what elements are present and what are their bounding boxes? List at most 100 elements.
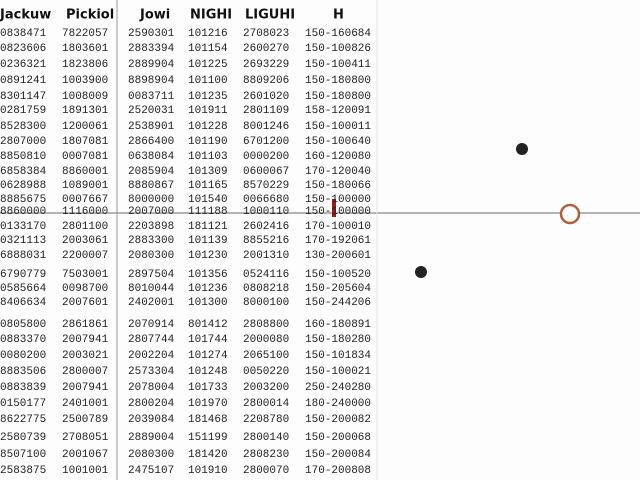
dot[interactable] xyxy=(516,143,528,155)
ring-handle[interactable] xyxy=(559,203,581,225)
cell: 2807000 xyxy=(0,136,46,148)
cell: 170-120040 xyxy=(305,166,371,178)
cell: 2475107 xyxy=(128,465,174,477)
cell: 1807081 xyxy=(62,136,109,148)
column-header: Jowi xyxy=(139,8,170,23)
cell: 2801109 xyxy=(243,105,289,117)
cell: 101911 xyxy=(188,105,228,117)
cell: 8883506 xyxy=(0,366,46,378)
cell: 150-100411 xyxy=(305,59,371,71)
cell: 8301147 xyxy=(0,91,46,103)
cell: 250-240280 xyxy=(305,382,371,394)
cell: 2002204 xyxy=(128,350,175,362)
cell: 150-180066 xyxy=(305,180,371,192)
dot[interactable] xyxy=(415,266,427,278)
cell: 181468 xyxy=(188,414,228,426)
cell: 2889904 xyxy=(128,59,175,71)
cell: 101540 xyxy=(188,194,228,206)
cell: 1008009 xyxy=(62,91,108,103)
cell: 0000200 xyxy=(243,151,289,163)
cell: 8860000 xyxy=(0,206,46,218)
cell: 0007081 xyxy=(62,151,109,163)
cell: 2600270 xyxy=(243,43,289,55)
cell: 150-100640 xyxy=(305,136,371,148)
cell: 8570229 xyxy=(243,180,289,192)
cell: 2808230 xyxy=(243,449,289,461)
cell: 1823806 xyxy=(62,59,108,71)
cell: 101139 xyxy=(188,235,228,247)
cell: 2520031 xyxy=(128,105,175,117)
cell: 150-101834 xyxy=(305,350,371,362)
cell: 6701200 xyxy=(243,136,289,148)
cell: 2573304 xyxy=(128,366,175,378)
cell: 101190 xyxy=(188,136,228,148)
cell: 2889004 xyxy=(128,432,175,444)
cell: 2003200 xyxy=(243,382,289,394)
cell: 150-180800 xyxy=(305,91,371,103)
cell: 150-244206 xyxy=(305,297,371,309)
cell: 2800140 xyxy=(243,432,289,444)
cell: 158-120091 xyxy=(305,105,371,117)
cell: 0585664 xyxy=(0,283,47,295)
cell: 2866400 xyxy=(128,136,174,148)
cell: 8885675 xyxy=(0,194,46,206)
cell: 150-100000 xyxy=(305,194,371,206)
table: Jackuw Pickiol Jowi NIGHI LIGUHI H 0838471 7822… xyxy=(0,8,371,477)
cell: 101230 xyxy=(188,250,228,262)
cell: 0133170 xyxy=(0,221,46,233)
cell: 2007941 xyxy=(62,382,109,394)
cell: 0628988 xyxy=(0,180,46,192)
cell: 2085904 xyxy=(128,166,175,178)
cell: 2590301 xyxy=(128,28,175,40)
cell: 2500789 xyxy=(62,414,108,426)
cell: 101154 xyxy=(188,43,228,55)
cell: 101356 xyxy=(188,269,228,281)
cell: 1891301 xyxy=(62,105,109,117)
cell: 150-180280 xyxy=(305,334,371,346)
cell: 160-120080 xyxy=(305,151,371,163)
cell: 0883370 xyxy=(0,334,46,346)
cell: 1001001 xyxy=(62,465,109,477)
cell: 101309 xyxy=(188,166,228,178)
cell: 101236 xyxy=(188,283,228,295)
cell: 150-180800 xyxy=(305,75,371,87)
cell: 0600067 xyxy=(243,166,289,178)
cell: 2693229 xyxy=(243,59,289,71)
cell: 2807744 xyxy=(128,334,175,346)
cell: 0098700 xyxy=(62,283,108,295)
cell: 2580739 xyxy=(0,432,46,444)
cell: 101228 xyxy=(188,121,228,133)
cell: 170-192061 xyxy=(305,235,371,247)
cell: 101744 xyxy=(188,334,228,346)
cell: 2003061 xyxy=(62,235,109,247)
cell: 101225 xyxy=(188,59,228,71)
cell: 8406634 xyxy=(0,297,47,309)
cursor-marker[interactable] xyxy=(332,199,336,217)
cell: 180-240000 xyxy=(305,398,371,410)
cell: 2039084 xyxy=(128,414,175,426)
cell: 150-200068 xyxy=(305,432,371,444)
cell: 101165 xyxy=(188,180,228,192)
cell: 151199 xyxy=(188,432,228,444)
cell: 0321113 xyxy=(0,235,46,247)
cell: 8809206 xyxy=(243,75,289,87)
cell: 150-205604 xyxy=(305,283,371,295)
cell: 2800007 xyxy=(62,366,108,378)
cell: 2078004 xyxy=(128,382,175,394)
cell: 2080300 xyxy=(128,250,174,262)
cell: 2800070 xyxy=(243,465,289,477)
cell: 2208780 xyxy=(243,414,289,426)
cell: 0891241 xyxy=(0,75,47,87)
cell: 181121 xyxy=(188,221,228,233)
cell: 0281759 xyxy=(0,105,46,117)
cell: 8850810 xyxy=(0,151,46,163)
cell: 2402001 xyxy=(128,297,175,309)
cell: 2003021 xyxy=(62,350,109,362)
cell: 1089001 xyxy=(62,180,109,192)
cell: 150-100021 xyxy=(305,366,371,378)
cell: 2065100 xyxy=(243,350,289,362)
cell: 8860001 xyxy=(62,166,109,178)
